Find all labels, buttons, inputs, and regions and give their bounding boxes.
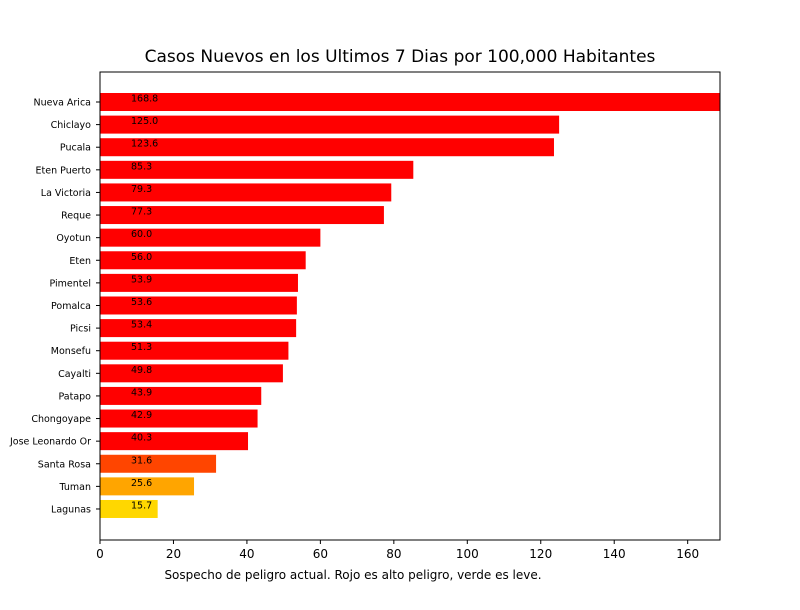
y-tick-label: Patapo	[58, 391, 91, 402]
bar	[100, 273, 298, 292]
bar	[100, 228, 321, 247]
bar	[100, 115, 560, 134]
value-label: 56.0	[131, 252, 152, 263]
y-tick-label: Cayalti	[58, 369, 91, 380]
value-label: 40.3	[131, 433, 152, 444]
y-tick-label: La Victoria	[41, 188, 91, 199]
y-tick-label: Nueva Arica	[33, 98, 91, 109]
bar	[100, 386, 262, 405]
value-label: 49.8	[131, 365, 152, 376]
x-tick-label: 60	[313, 547, 328, 561]
y-tick-label: Reque	[61, 211, 91, 222]
value-label: 31.6	[131, 455, 152, 466]
y-tick-label: Oyotun	[56, 233, 91, 244]
bar	[100, 251, 306, 270]
x-axis-label: Sospecho de peligro actual. Rojo es alto…	[164, 568, 541, 582]
bar	[100, 409, 258, 428]
y-tick-label: Jose Leonardo Or	[9, 437, 91, 448]
value-label: 25.6	[131, 478, 152, 489]
bar	[100, 432, 249, 451]
value-label: 53.6	[131, 297, 152, 308]
value-label: 85.3	[131, 161, 152, 172]
bar	[100, 296, 297, 315]
value-label: 42.9	[131, 410, 152, 421]
bar	[100, 206, 384, 225]
value-label: 51.3	[131, 342, 152, 353]
value-label: 60.0	[131, 229, 152, 240]
value-label: 77.3	[131, 207, 152, 218]
value-label: 43.9	[131, 387, 152, 398]
x-tick-label: 140	[603, 547, 626, 561]
x-tick-label: 80	[386, 547, 401, 561]
y-tick-label: Pucala	[60, 143, 91, 154]
value-label: 15.7	[131, 500, 152, 511]
value-label: 125.0	[131, 116, 158, 127]
x-tick-label: 100	[456, 547, 479, 561]
bar	[100, 499, 158, 518]
y-tick-label: Eten Puerto	[36, 165, 92, 176]
value-label: 53.9	[131, 274, 152, 285]
y-tick-label: Lagunas	[51, 504, 91, 515]
y-tick-label: Chiclayo	[51, 120, 92, 131]
y-tick-label: Picsi	[70, 324, 91, 335]
bar	[100, 364, 283, 383]
bar	[100, 183, 392, 202]
y-tick-label: Eten	[69, 256, 91, 267]
x-tick-label: 120	[529, 547, 552, 561]
x-tick-label: 0	[96, 547, 104, 561]
y-tick-label: Monsefu	[51, 346, 91, 357]
value-label: 53.4	[131, 320, 152, 331]
bar	[100, 93, 720, 111]
y-tick-label: Chongoyape	[31, 414, 91, 425]
bar	[100, 138, 554, 157]
x-tick-label: 160	[676, 547, 699, 561]
value-label: 168.8	[131, 94, 158, 105]
y-tick-label: Pimentel	[50, 278, 92, 289]
y-tick-label: Santa Rosa	[38, 459, 91, 470]
y-tick-label: Pomalca	[51, 301, 91, 312]
x-tick-label: 40	[239, 547, 254, 561]
chart-title: Casos Nuevos en los Ultimos 7 Dias por 1…	[145, 47, 656, 67]
y-tick-label: Tuman	[59, 482, 91, 493]
bar	[100, 160, 414, 179]
value-label: 123.6	[131, 139, 158, 150]
plot-frame	[99, 71, 721, 541]
x-tick-label: 20	[166, 547, 181, 561]
bar	[100, 477, 195, 496]
bar	[100, 319, 297, 338]
bar	[100, 454, 217, 473]
value-label: 79.3	[131, 184, 152, 195]
bar	[100, 341, 289, 360]
